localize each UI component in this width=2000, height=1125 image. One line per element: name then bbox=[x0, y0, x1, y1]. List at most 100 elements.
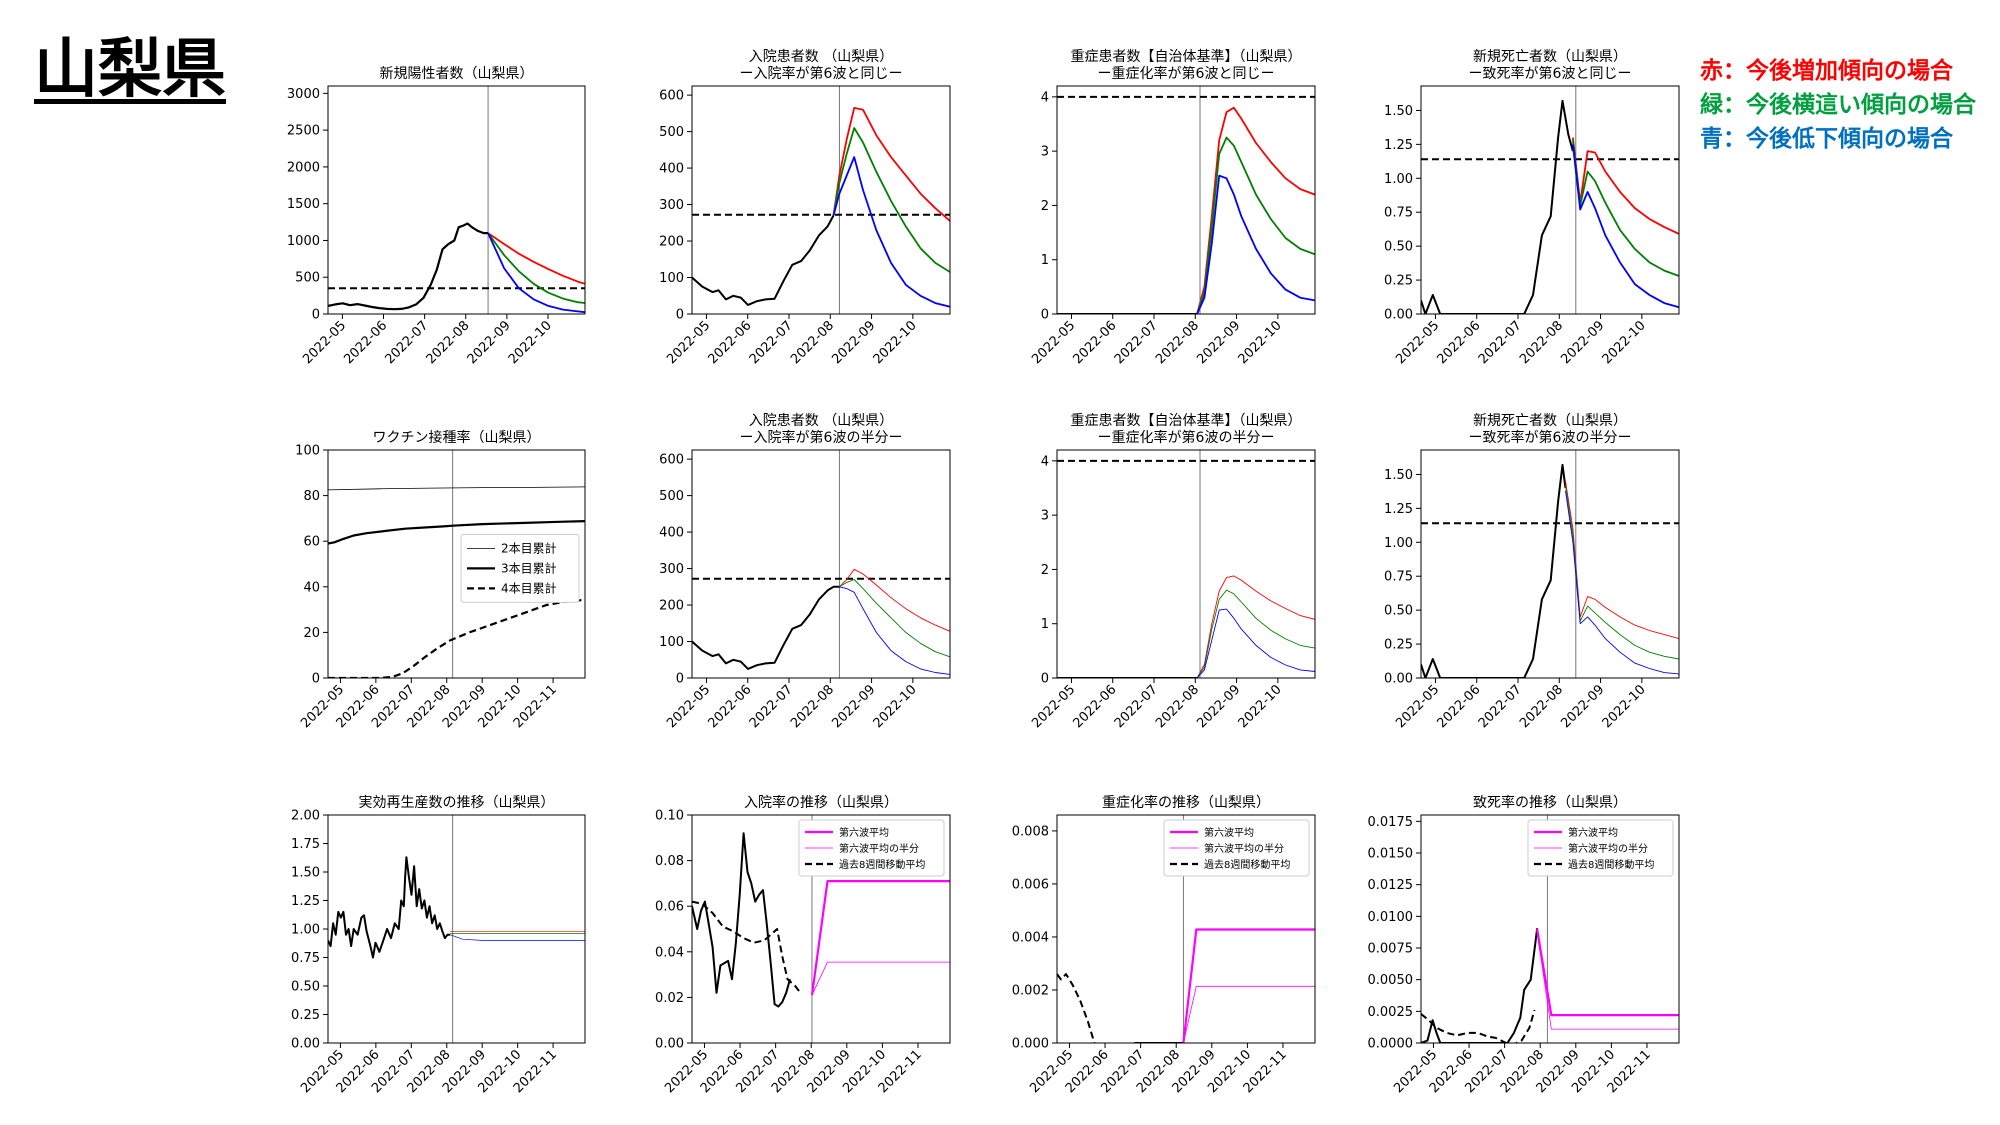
chart-2: 入院患者数 （山梨県）ー入院率が第6波と同じー 0 100 200 300 400 500 6… bbox=[659, 49, 951, 367]
legend-frame bbox=[1527, 819, 1674, 877]
y-tick-label: 0.00 bbox=[655, 1037, 684, 1052]
series-group bbox=[692, 107, 950, 308]
x-tick-label: 2022-06 bbox=[706, 682, 755, 731]
series-group bbox=[328, 222, 585, 314]
chart-8: 新規死亡者数（山梨県）ー致死率が第6波の半分ー 0.00 0.25 0.50 0.75 1… bbox=[1384, 413, 1680, 731]
x-tick-label: 2022-09 bbox=[1558, 318, 1607, 367]
x-tick-label: 2022-07 bbox=[382, 318, 431, 367]
legend-note-line-1: 赤：今後増加傾向の場合 bbox=[1700, 58, 1953, 84]
x-tick-label: 2022-10 bbox=[1236, 682, 1285, 731]
chart-title: 入院患者数 （山梨県） bbox=[749, 49, 893, 65]
legend-label: 第六波平均 bbox=[1204, 826, 1254, 839]
y-tick-label: 400 bbox=[659, 526, 684, 541]
series-line-2 bbox=[328, 520, 585, 545]
chart-9: 実効再生産数の推移（山梨県） 0.00 0.25 0.50 0.75 1.00 1.25 1.… bbox=[291, 795, 586, 1096]
series-group bbox=[1057, 928, 1315, 1043]
x-tick-label: 2022-05 bbox=[1393, 318, 1442, 367]
y-tick-label: 1.75 bbox=[291, 837, 320, 852]
y-tick-label: 0.002 bbox=[1012, 983, 1049, 998]
y-tick-label: 1 bbox=[1041, 253, 1049, 268]
y-tick-label: 0 bbox=[312, 308, 320, 323]
series-line-1 bbox=[1057, 973, 1096, 1043]
x-tick-label: 2022-10 bbox=[1600, 682, 1649, 731]
legend-label: 2本目累計 bbox=[501, 540, 557, 555]
y-tick-label: 20 bbox=[303, 626, 320, 641]
plot-frame bbox=[327, 814, 586, 1044]
x-tick-label: 2022-05 bbox=[1393, 682, 1442, 731]
chart-title: 新規死亡者数（山梨県） bbox=[1473, 49, 1627, 65]
series-line-4 bbox=[1536, 931, 1679, 1030]
y-tick-label: 0 bbox=[676, 308, 684, 323]
legend-label: 第六波平均の半分 bbox=[1568, 842, 1648, 855]
plot-frame bbox=[1056, 449, 1316, 679]
y-tick-label: 4 bbox=[1041, 90, 1049, 105]
y-tick-label: 1.50 bbox=[291, 866, 320, 881]
legend-label: 3本目累計 bbox=[501, 560, 557, 575]
x-tick-label: 2022-08 bbox=[788, 318, 837, 367]
y-tick-label: 0.0175 bbox=[1368, 815, 1414, 830]
x-tick-label: 2022-06 bbox=[706, 318, 755, 367]
legend-frame bbox=[460, 533, 580, 603]
y-tick-label: 0.75 bbox=[1384, 570, 1413, 585]
series-line-4 bbox=[1565, 490, 1679, 675]
series-group bbox=[1421, 99, 1679, 314]
y-tick-label: 40 bbox=[303, 580, 320, 595]
x-tick-label: 2022-08 bbox=[1517, 318, 1566, 367]
chart-title: 致死率の推移（山梨県） bbox=[1473, 794, 1627, 811]
series-line-1 bbox=[1421, 928, 1542, 1043]
x-tick-label: 2022-09 bbox=[829, 682, 878, 731]
y-tick-label: 100 bbox=[659, 635, 684, 650]
plot-frame bbox=[1420, 814, 1680, 1044]
y-tick-label: 1.50 bbox=[1384, 104, 1413, 119]
legend-label: 過去8週間移動平均 bbox=[1204, 858, 1290, 871]
y-tick-label: 1.25 bbox=[1384, 502, 1413, 517]
series-group bbox=[1057, 106, 1315, 314]
plot-frame bbox=[691, 85, 951, 315]
x-tick-label: 2022-06 bbox=[1071, 318, 1120, 367]
series-line-4 bbox=[1196, 174, 1315, 314]
x-tick-label: 2022-05 bbox=[664, 318, 713, 367]
series-line-4 bbox=[449, 934, 585, 941]
y-tick-label: 100 bbox=[295, 444, 320, 459]
series-line-2 bbox=[692, 900, 802, 994]
chart-title: 新規死亡者数（山梨県） bbox=[1473, 413, 1627, 429]
series-line-1 bbox=[328, 222, 489, 311]
y-tick-label: 2 bbox=[1041, 199, 1049, 214]
chart-title: 実効再生産数の推移（山梨県） bbox=[359, 795, 555, 811]
x-tick-label: 2022-08 bbox=[1153, 318, 1202, 367]
x-tick-label: 2022-06 bbox=[1071, 682, 1120, 731]
x-tick-label: 2022-08 bbox=[1517, 682, 1566, 731]
series-line-1 bbox=[328, 856, 451, 959]
series-line-3 bbox=[1536, 928, 1679, 1017]
y-tick-label: 3 bbox=[1041, 145, 1049, 160]
series-line-1 bbox=[692, 832, 791, 1008]
series-line-4 bbox=[1183, 985, 1315, 1043]
x-tick-label: 2022-08 bbox=[788, 682, 837, 731]
x-tick-label: 2022-10 bbox=[506, 318, 555, 367]
y-tick-label: 0.0150 bbox=[1368, 847, 1414, 862]
y-tick-label: 0.0125 bbox=[1368, 878, 1414, 893]
y-tick-label: 0.75 bbox=[291, 951, 320, 966]
y-tick-label: 500 bbox=[659, 125, 684, 140]
y-tick-label: 0.006 bbox=[1012, 877, 1049, 892]
chart-title: 入院率の推移（山梨県） bbox=[744, 794, 898, 811]
chart-3: 重症患者数【自治体基準】（山梨県）ー重症化率が第6波と同じー 0 1 2 3 4 2022-… bbox=[1029, 48, 1316, 367]
x-tick-label: 2022-08 bbox=[1153, 682, 1202, 731]
series-group bbox=[1057, 575, 1315, 678]
legend-label: 第六波平均の半分 bbox=[839, 842, 919, 855]
series-line-2 bbox=[1421, 1009, 1536, 1043]
y-tick-label: 0.008 bbox=[1012, 824, 1049, 839]
y-tick-label: 1.25 bbox=[291, 894, 320, 909]
y-tick-label: 400 bbox=[659, 162, 684, 177]
series-group bbox=[328, 856, 585, 959]
page-title: 山梨県 bbox=[34, 33, 226, 107]
series-group bbox=[328, 486, 585, 678]
series-line-2 bbox=[1196, 575, 1315, 678]
chart-title: ー致死率が第6波と同じー bbox=[1469, 65, 1632, 82]
x-tick-label: 2022-05 bbox=[1029, 682, 1078, 731]
series-line-2 bbox=[1565, 481, 1679, 640]
x-tick-label: 2022-05 bbox=[664, 682, 713, 731]
series-group bbox=[692, 832, 950, 1008]
plot-frame bbox=[691, 449, 951, 679]
